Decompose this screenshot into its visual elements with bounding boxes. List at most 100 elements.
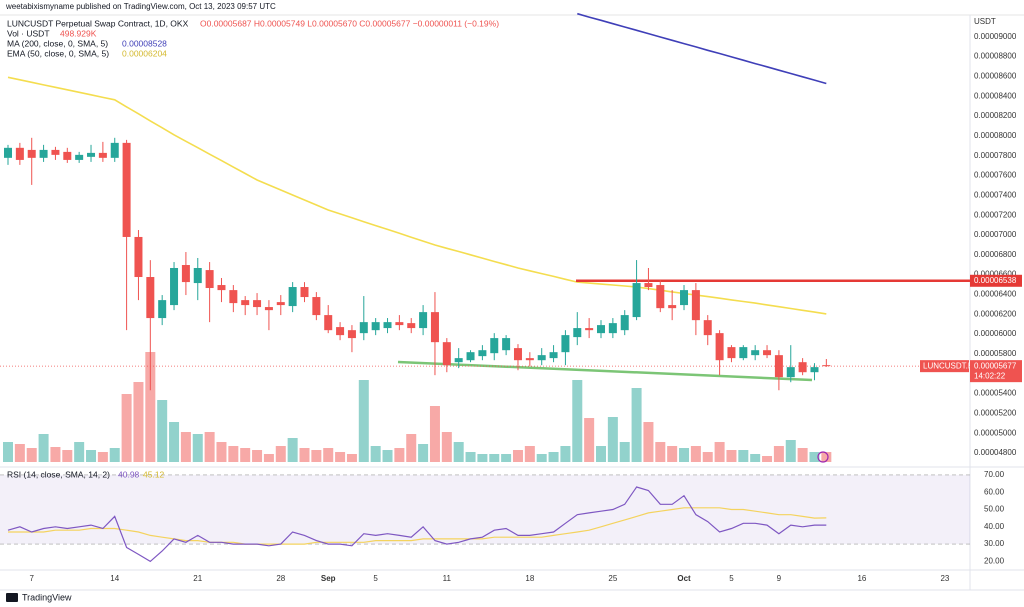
candle-body bbox=[75, 154, 84, 160]
volume-bar bbox=[596, 446, 606, 462]
brand-logo bbox=[6, 593, 18, 602]
candle-body bbox=[87, 152, 96, 157]
y-tick-label: 0.00006400 bbox=[974, 290, 1017, 299]
candle-body bbox=[798, 362, 807, 373]
volume-bar bbox=[121, 394, 132, 462]
volume-bar bbox=[584, 418, 595, 462]
candle-body bbox=[300, 287, 309, 298]
volume-bar bbox=[287, 438, 298, 462]
candle-body bbox=[336, 327, 345, 336]
volume-bar bbox=[465, 452, 476, 462]
candle-body bbox=[608, 323, 617, 334]
y-tick-label: 0.00009000 bbox=[974, 32, 1017, 41]
plot-area: 0.00009000 0.00008800 0.00008600 0.00008400… bbox=[0, 12, 1022, 583]
countdown-tag: 14:02:22 bbox=[974, 371, 1006, 380]
volume-bar bbox=[548, 452, 559, 462]
candle-body bbox=[644, 283, 653, 288]
candle-body bbox=[680, 290, 689, 306]
candle-body bbox=[763, 350, 772, 356]
y-tick-label: 0.00007200 bbox=[974, 210, 1017, 219]
candle-body bbox=[383, 322, 392, 329]
candle-body bbox=[537, 355, 546, 361]
rsi-legend: RSI (14, close, SMA, 14, 2) bbox=[7, 469, 110, 479]
candle-body bbox=[241, 300, 250, 306]
candle-body bbox=[751, 350, 760, 356]
volume-bar bbox=[702, 452, 713, 462]
volume-bar bbox=[607, 417, 618, 462]
volume-bar bbox=[524, 446, 535, 462]
x-tick-label: 23 bbox=[940, 574, 949, 583]
brand-name: TradingView bbox=[22, 592, 72, 602]
y-tick-label: 0.00008600 bbox=[974, 71, 1017, 80]
price-tag: 0.00006538 bbox=[974, 276, 1017, 285]
candle-body bbox=[573, 328, 582, 338]
candle-body bbox=[181, 265, 190, 283]
y-tick-label: 0.00005400 bbox=[974, 389, 1017, 398]
volume-bar bbox=[750, 454, 761, 462]
candle-body bbox=[134, 236, 143, 278]
volume-bar bbox=[26, 448, 37, 462]
volume-bar bbox=[690, 446, 701, 462]
candle-body bbox=[656, 285, 665, 309]
volume-bar bbox=[560, 446, 571, 462]
symbol-tag-bg bbox=[920, 360, 969, 373]
volume-bar bbox=[145, 352, 156, 462]
candle-body bbox=[525, 358, 534, 361]
volume-bar bbox=[631, 388, 642, 462]
candle-body bbox=[502, 338, 511, 351]
volume-bar bbox=[346, 454, 357, 462]
volume-bar bbox=[679, 448, 690, 462]
volume-bar bbox=[572, 380, 583, 462]
y-tick-label: 0.00008200 bbox=[974, 111, 1017, 120]
rsi-legend-value: 40.98 bbox=[118, 469, 140, 479]
candle-body bbox=[193, 267, 202, 284]
candle-body bbox=[110, 142, 119, 158]
volume-bar bbox=[501, 454, 512, 462]
candle-body bbox=[288, 287, 297, 307]
x-tick-label: 14 bbox=[110, 574, 119, 583]
y-tick-label: 0.00004800 bbox=[974, 448, 1017, 457]
volume-bar bbox=[133, 382, 144, 462]
candle-body bbox=[620, 315, 629, 331]
candle-body bbox=[561, 335, 570, 353]
x-tick-label: 25 bbox=[608, 574, 617, 583]
volume-bar bbox=[512, 450, 523, 462]
volume-bar bbox=[762, 456, 773, 462]
last-price-tag: 0.00005677 bbox=[974, 361, 1017, 370]
volume-bar bbox=[180, 432, 191, 462]
candle-body bbox=[549, 352, 558, 359]
candle-body bbox=[739, 347, 748, 359]
candle-body bbox=[668, 305, 677, 309]
indicator-line bbox=[7, 76, 827, 315]
rsi-tick-label: 70.00 bbox=[984, 470, 1005, 479]
volume-bar bbox=[406, 434, 417, 462]
y-tick-label: 0.00005200 bbox=[974, 409, 1017, 418]
candle-body bbox=[27, 149, 36, 158]
x-tick-label: Oct bbox=[677, 574, 691, 583]
rsi-tick-label: 50.00 bbox=[984, 505, 1005, 514]
volume-bar bbox=[192, 434, 203, 462]
last-price-tag-bg bbox=[970, 360, 1022, 383]
candle-body bbox=[347, 330, 356, 339]
publisher-line: weetabixismyname published on TradingVie… bbox=[5, 2, 276, 11]
volume-bar bbox=[643, 422, 654, 462]
rsi-ma-legend-value: 45.12 bbox=[143, 469, 165, 479]
volume-bar bbox=[726, 450, 737, 462]
volume-legend-value: 498.929K bbox=[60, 28, 97, 38]
rsi-tick-label: 60.00 bbox=[984, 487, 1005, 496]
alert-icon[interactable] bbox=[817, 451, 829, 463]
x-tick-label: Sep bbox=[321, 574, 336, 583]
volume-bar bbox=[14, 444, 25, 462]
volume-bar bbox=[536, 454, 547, 462]
volume-bar bbox=[821, 452, 832, 462]
volume-bar bbox=[429, 406, 440, 462]
rsi-tick-label: 20.00 bbox=[984, 556, 1005, 565]
volume-bar bbox=[619, 442, 630, 462]
x-tick-label: 21 bbox=[193, 574, 202, 583]
candle-body bbox=[146, 277, 155, 319]
y-tick-label: 0.00006000 bbox=[974, 329, 1017, 338]
candle-body bbox=[691, 290, 700, 321]
volume-bar bbox=[38, 434, 49, 462]
candle-body bbox=[312, 297, 321, 316]
